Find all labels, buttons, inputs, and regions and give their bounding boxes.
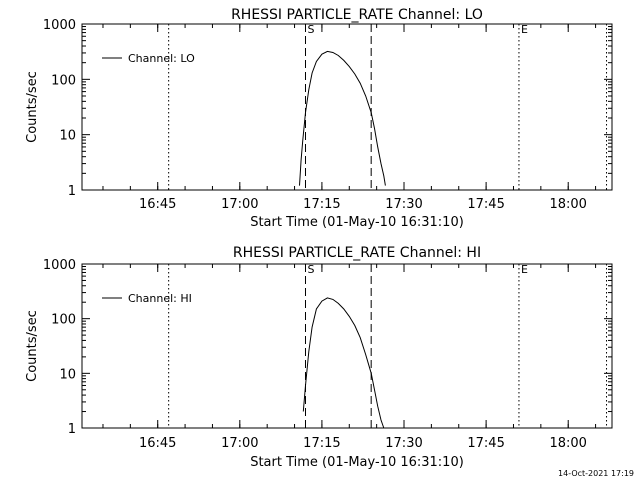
chart2-x-tick-label: 17:15 [303,436,340,451]
chart2-plot-frame [81,263,613,429]
chart1-title: RHESSI PARTICLE_RATE Channel: LO [231,7,483,23]
chart1-event-marker-label: E [521,23,528,36]
chart1-series-line [299,50,386,186]
chart1-x-axis-label: Start Time (01-May-10 16:31:10) [250,215,464,230]
plot-timestamp: 14-Oct-2021 17:19 [558,469,634,478]
chart1-x-tick-label: 17:15 [303,197,340,212]
chart1-y-tick-label: 1000 [43,18,76,33]
chart2-title: RHESSI PARTICLE_RATE Channel: HI [233,245,481,261]
chart1-y-tick-label: 10 [59,129,76,144]
chart1-x-tick-label: 17:00 [221,197,258,212]
chart1-y-tick-label: 100 [51,73,76,88]
chart2-x-tick-label: 17:30 [385,436,422,451]
chart2-y-axis-label: Counts/sec [25,310,40,382]
chart2-y-tick-label: 1000 [43,258,76,273]
chart1-x-tick-label: 16:45 [139,197,176,212]
chart2-event-marker-label: E [521,263,528,276]
chart1-legend-label: Channel: LO [128,52,195,65]
chart2-y-tick-label: 100 [51,313,76,328]
chart2-x-axis-label: Start Time (01-May-10 16:31:10) [250,455,464,470]
chart2-series-line [302,297,385,429]
chart2-x-tick-label: 18:00 [549,436,586,451]
chart1-x-tick-label: 17:30 [385,197,422,212]
chart1-plot-frame [81,23,613,191]
chart2-x-tick-label: 17:00 [221,436,258,451]
chart1-y-axis-label: Counts/sec [25,71,40,143]
chart2-y-tick-label: 10 [59,367,76,382]
chart1-x-tick-label: 18:00 [549,197,586,212]
chart1-x-tick-label: 17:45 [467,197,504,212]
chart2-x-tick-label: 17:45 [467,436,504,451]
chart2-y-tick-label: 1 [68,422,76,437]
chart2-event-marker-label: S [307,263,314,276]
chart2-x-tick-label: 16:45 [139,436,176,451]
chart1-event-marker-label: S [307,23,314,36]
chart1-y-tick-label: 1 [68,184,76,199]
chart2-legend-label: Channel: HI [128,292,192,305]
